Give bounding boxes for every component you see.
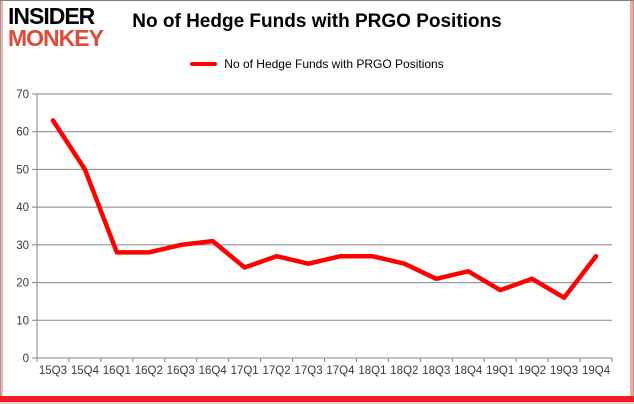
y-axis-label: 60 <box>16 127 29 139</box>
legend-label: No of Hedge Funds with PRGO Positions <box>224 57 444 71</box>
x-axis-label: 16Q4 <box>199 365 228 377</box>
x-axis-label: 18Q2 <box>390 365 418 377</box>
x-axis-label: 17Q3 <box>294 365 322 377</box>
x-axis-label: 19Q3 <box>550 365 578 377</box>
x-axis-label: 17Q2 <box>263 365 291 377</box>
data-line <box>50 118 599 300</box>
x-axis-label: 19Q4 <box>582 365 611 377</box>
logo-monkey: MONKEY <box>8 24 104 51</box>
y-axis-label: 50 <box>16 164 29 176</box>
x-axis-label: 18Q1 <box>358 365 386 377</box>
y-axis-label: 40 <box>16 202 29 214</box>
x-axis-label: 16Q2 <box>135 365 163 377</box>
x-axis-label: 17Q4 <box>326 365 355 377</box>
frame-border-bottom <box>0 396 634 404</box>
x-axis-label: 16Q3 <box>167 365 195 377</box>
y-axis-label: 20 <box>16 278 29 290</box>
frame-border-right <box>630 1 634 396</box>
frame-border-top <box>0 0 634 1</box>
legend-line-swatch <box>190 62 218 66</box>
y-axis-label: 30 <box>16 240 29 252</box>
x-axis-label: 15Q4 <box>71 365 100 377</box>
chart-title: No of Hedge Funds with PRGO Positions <box>132 11 502 32</box>
insider-monkey-logo: INSIDER MONKEY <box>8 3 104 51</box>
x-axis-label: 16Q1 <box>103 365 131 377</box>
x-axis-label: 19Q2 <box>518 365 546 377</box>
y-axis-label: 10 <box>16 315 29 327</box>
y-axis-label: 0 <box>23 353 29 365</box>
x-axis-label: 18Q4 <box>454 365 483 377</box>
y-axis-label: 70 <box>16 89 29 101</box>
x-axis-label: 15Q3 <box>39 365 67 377</box>
x-axis-label: 19Q1 <box>486 365 514 377</box>
x-axis-label: 18Q3 <box>422 365 450 377</box>
logo-insider: INSIDER <box>8 3 95 29</box>
x-axis-label: 17Q1 <box>231 365 259 377</box>
chart-legend: No of Hedge Funds with PRGO Positions <box>0 57 634 71</box>
frame-border-left <box>0 1 3 396</box>
